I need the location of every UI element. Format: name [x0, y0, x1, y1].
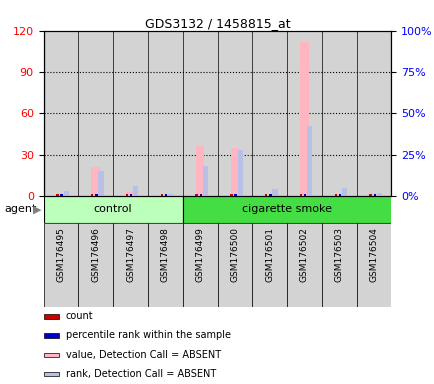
Text: percentile rank within the sample: percentile rank within the sample [66, 330, 230, 340]
Bar [334, 194, 336, 196]
Bar [373, 194, 375, 196]
Bar [91, 167, 100, 196]
Bar [113, 31, 148, 196]
Bar [182, 31, 217, 196]
Text: GSM176504: GSM176504 [369, 227, 378, 282]
Bar [217, 223, 252, 307]
Bar [43, 314, 59, 319]
Bar [272, 189, 277, 196]
Bar [338, 194, 340, 196]
Text: GSM176497: GSM176497 [126, 227, 135, 282]
Text: count: count [66, 311, 93, 321]
Text: ▶: ▶ [33, 204, 41, 214]
Text: GSM176498: GSM176498 [161, 227, 169, 282]
Bar [202, 166, 207, 196]
Bar [264, 194, 267, 196]
Text: value, Detection Call = ABSENT: value, Detection Call = ABSENT [66, 349, 220, 359]
Bar [133, 186, 138, 196]
Bar [199, 194, 201, 196]
Bar [98, 171, 103, 196]
Bar [43, 223, 78, 307]
Bar [130, 194, 132, 196]
Bar [60, 194, 62, 196]
Bar [43, 31, 78, 196]
Bar [286, 223, 321, 307]
Bar [286, 31, 321, 196]
Bar [95, 194, 97, 196]
Bar [303, 194, 306, 196]
Bar [63, 191, 69, 196]
Bar [217, 31, 252, 196]
Bar [43, 333, 59, 338]
Text: cigarette smoke: cigarette smoke [242, 204, 331, 214]
Bar [321, 223, 356, 307]
Bar [78, 223, 113, 307]
Bar [306, 126, 312, 196]
Bar [126, 192, 135, 196]
Bar [78, 31, 113, 196]
Bar [252, 31, 286, 196]
Bar [237, 150, 242, 196]
Bar [43, 372, 59, 376]
Bar [164, 194, 167, 196]
Bar [91, 194, 93, 196]
Bar [43, 196, 182, 223]
Bar [252, 223, 286, 307]
Bar [148, 223, 182, 307]
Bar [356, 223, 391, 307]
Title: GDS3132 / 1458815_at: GDS3132 / 1458815_at [145, 17, 289, 30]
Bar [321, 31, 356, 196]
Bar [168, 194, 173, 196]
Bar [376, 192, 381, 196]
Bar [269, 194, 271, 196]
Text: rank, Detection Call = ABSENT: rank, Detection Call = ABSENT [66, 369, 215, 379]
Bar [56, 194, 59, 196]
Bar [230, 194, 232, 196]
Bar [230, 148, 239, 196]
Bar [182, 223, 217, 307]
Text: GSM176500: GSM176500 [230, 227, 239, 282]
Text: GSM176502: GSM176502 [299, 227, 308, 282]
Bar [299, 42, 308, 196]
Text: control: control [94, 204, 132, 214]
Bar [195, 194, 197, 196]
Bar [356, 31, 391, 196]
Bar [182, 196, 391, 223]
Bar [160, 194, 163, 196]
Bar [368, 194, 371, 196]
Bar [299, 194, 302, 196]
Bar [148, 31, 182, 196]
Bar [113, 223, 148, 307]
Bar [341, 188, 346, 196]
Text: GSM176501: GSM176501 [265, 227, 273, 282]
Bar [195, 146, 204, 196]
Text: agent: agent [4, 204, 36, 214]
Bar [43, 353, 59, 357]
Text: GSM176496: GSM176496 [91, 227, 100, 282]
Text: GSM176499: GSM176499 [195, 227, 204, 282]
Bar [125, 194, 128, 196]
Bar [234, 194, 236, 196]
Text: GSM176503: GSM176503 [334, 227, 343, 282]
Text: GSM176495: GSM176495 [56, 227, 65, 282]
